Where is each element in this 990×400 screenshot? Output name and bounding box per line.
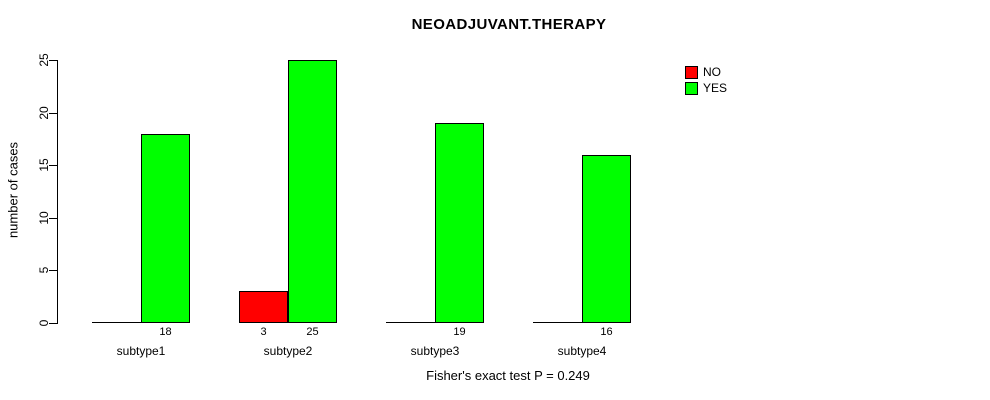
bar-value-label: 3 (260, 326, 267, 338)
legend-label: NO (703, 65, 721, 79)
y-axis-tick (49, 270, 57, 271)
category-label-subtype2: subtype2 (263, 344, 313, 358)
bar-yes-subtype2 (288, 60, 337, 323)
annotation-text: Fisher's exact test P = 0.249 (426, 368, 590, 383)
legend: NO YES (685, 64, 727, 96)
category-label-subtype4: subtype4 (557, 344, 607, 358)
y-axis-tick-label: 10 (37, 211, 51, 225)
y-axis-tick-label: 0 (37, 319, 51, 327)
chart-title: NEOADJUVANT.THERAPY (411, 16, 607, 33)
y-axis-tick (49, 113, 57, 114)
bar-value-label: 19 (453, 326, 466, 338)
y-axis-title: number of cases (5, 141, 21, 239)
y-axis-line (57, 60, 58, 324)
legend-label: YES (703, 81, 728, 95)
bar-value-label: 18 (159, 326, 172, 338)
bar-value-label: 25 (306, 326, 319, 338)
y-axis-tick (49, 165, 57, 166)
legend-item-yes: YES (685, 80, 727, 96)
bar-no-subtype4-zero (533, 322, 583, 323)
y-axis-tick-label: 20 (37, 106, 51, 120)
bar-value-label: 16 (600, 326, 613, 338)
y-axis-tick-label: 15 (37, 158, 51, 172)
bar-yes-subtype3 (435, 123, 484, 323)
bar-yes-subtype4 (582, 155, 631, 323)
y-axis-tick (49, 60, 57, 61)
category-label-subtype1: subtype1 (116, 344, 166, 358)
bar-no-subtype3-zero (386, 322, 436, 323)
bar-no-subtype1-zero (92, 322, 142, 323)
legend-swatch-yes (685, 81, 698, 95)
y-axis-tick (49, 218, 57, 219)
bar-no-subtype2 (239, 291, 288, 323)
legend-item-no: NO (685, 64, 727, 80)
bar-yes-subtype1 (141, 134, 190, 323)
y-axis-tick (49, 323, 57, 324)
category-label-subtype3: subtype3 (410, 344, 460, 358)
y-axis-tick-label: 25 (37, 53, 51, 67)
legend-swatch-no (685, 65, 698, 79)
y-axis-tick-label: 5 (37, 266, 51, 274)
